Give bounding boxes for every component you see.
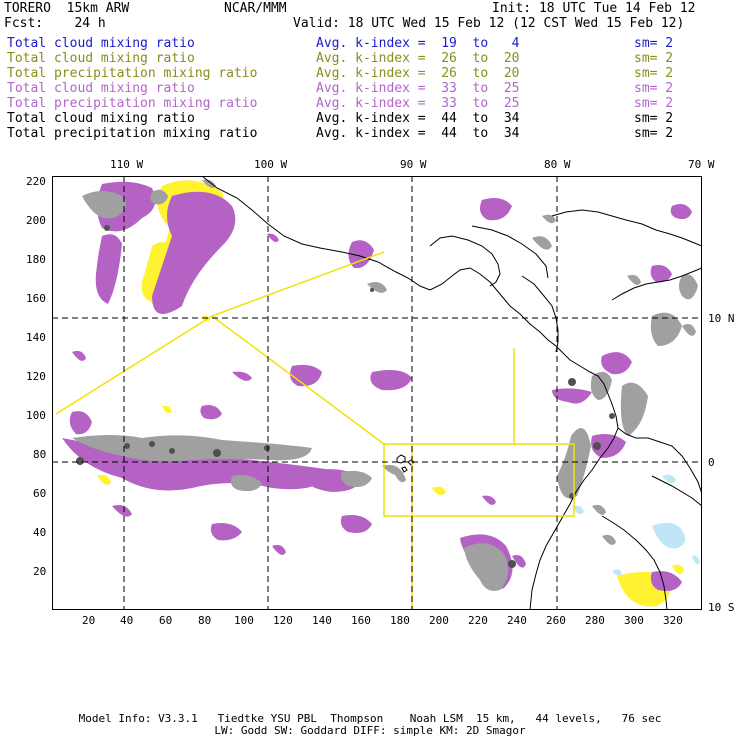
x-tick-label: 160 xyxy=(351,614,371,627)
x-tick-label: 80 xyxy=(198,614,212,627)
lat-label: 0 xyxy=(708,456,715,469)
y-tick-label: 80 xyxy=(33,448,47,461)
x-tick-label: 320 xyxy=(663,614,683,627)
x-tick-label: 60 xyxy=(159,614,173,627)
legend-smooth: sm= 2 xyxy=(634,66,674,81)
legend-index: Avg. k-index = 26 to 20 xyxy=(316,66,520,81)
light-blue-fields xyxy=(572,474,700,576)
y-tick-label: 120 xyxy=(26,370,46,383)
x-tick-label: 120 xyxy=(273,614,293,627)
legend-smooth: sm= 2 xyxy=(634,96,674,111)
y-tick-label: 160 xyxy=(26,292,46,305)
y-tick-label: 40 xyxy=(33,526,47,539)
valid-time: Valid: 18 UTC Wed 15 Feb 12 (12 CST Wed … xyxy=(293,16,685,31)
legend-smooth: sm= 2 xyxy=(634,81,674,96)
forecast-map xyxy=(52,176,702,610)
legend: Total cloud mixing ratio Avg. k-index = … xyxy=(0,37,740,147)
legend-index: Avg. k-index = 44 to 34 xyxy=(316,126,520,141)
model-info: Model Info: V3.3.1 Tiedtke YSU PBL Thomp… xyxy=(78,712,662,725)
legend-index: Avg. k-index = 33 to 25 xyxy=(316,81,520,96)
gray-cloud-fields xyxy=(72,179,698,591)
legend-name: Total precipitation mixing ratio xyxy=(7,126,258,141)
model-title: TORERO 15km ARW xyxy=(4,1,130,16)
x-tick-label: 300 xyxy=(624,614,644,627)
legend-index: Avg. k-index = 26 to 20 xyxy=(316,51,520,66)
legend-smooth: sm= 2 xyxy=(634,126,674,141)
coastlines xyxy=(201,176,702,610)
org-label: NCAR/MMM xyxy=(224,1,287,16)
legend-index: Avg. k-index = 33 to 25 xyxy=(316,96,520,111)
legend-index: Avg. k-index = 19 to 4 xyxy=(316,36,520,51)
legend-name: Total cloud mixing ratio xyxy=(7,51,195,66)
y-tick-label: 200 xyxy=(26,214,46,227)
x-tick-label: 240 xyxy=(507,614,527,627)
lat-label: 10 N xyxy=(708,312,735,325)
lon-label: 100 W xyxy=(254,158,288,171)
physics-info: LW: Godd SW: Goddard DIFF: simple KM: 2D… xyxy=(214,724,526,737)
legend-name: Total precipitation mixing ratio xyxy=(7,96,258,111)
x-tick-label: 280 xyxy=(585,614,605,627)
init-time: Init: 18 UTC Tue 14 Feb 12 xyxy=(492,1,696,16)
y-tick-label: 220 xyxy=(26,175,46,188)
legend-smooth: sm= 2 xyxy=(634,36,674,51)
lon-label: 110 W xyxy=(110,158,144,171)
dark-cloud-cores xyxy=(76,225,615,568)
x-tick-label: 20 xyxy=(82,614,96,627)
forecast-hour: Fcst: 24 h xyxy=(4,16,106,31)
legend-name: Total cloud mixing ratio xyxy=(7,36,195,51)
x-tick-label: 100 xyxy=(234,614,254,627)
legend-name: Total cloud mixing ratio xyxy=(7,111,195,126)
y-tick-label: 180 xyxy=(26,253,46,266)
y-tick-label: 140 xyxy=(26,331,46,344)
legend-smooth: sm= 2 xyxy=(634,111,674,126)
x-tick-label: 180 xyxy=(390,614,410,627)
legend-name: Total cloud mixing ratio xyxy=(7,81,195,96)
legend-smooth: sm= 2 xyxy=(634,51,674,66)
x-tick-label: 200 xyxy=(429,614,449,627)
x-tick-label: 260 xyxy=(546,614,566,627)
graticule xyxy=(52,176,702,610)
lon-label: 90 W xyxy=(400,158,427,171)
y-tick-label: 60 xyxy=(33,487,47,500)
lon-label: 80 W xyxy=(544,158,571,171)
legend-index: Avg. k-index = 44 to 34 xyxy=(316,111,520,126)
y-tick-label: 20 xyxy=(33,565,47,578)
lon-label: 70 W xyxy=(688,158,715,171)
x-tick-label: 220 xyxy=(468,614,488,627)
x-tick-label: 40 xyxy=(120,614,134,627)
lat-label: 10 S xyxy=(708,601,735,614)
x-tick-label: 140 xyxy=(312,614,332,627)
y-tick-label: 100 xyxy=(26,409,46,422)
map-frame xyxy=(52,176,702,610)
legend-name: Total precipitation mixing ratio xyxy=(7,66,258,81)
